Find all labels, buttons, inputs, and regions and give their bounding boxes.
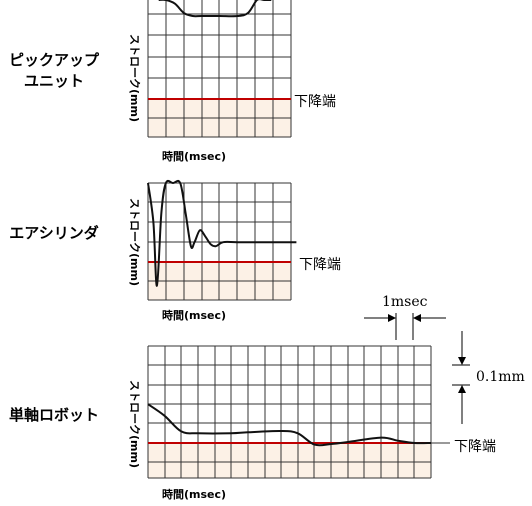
baseline-label-pickup: 下降端 bbox=[294, 94, 336, 110]
row-label-air-cylinder: エアシリンダ bbox=[9, 224, 98, 242]
y-axis-label-air-cylinder: ストローク(mm) bbox=[128, 198, 141, 286]
curve-air-cylinder bbox=[147, 179, 297, 287]
curve-pickup bbox=[158, 0, 272, 18]
row-label-single-axis-robot: 単軸ロボット bbox=[9, 406, 99, 424]
y-axis-label-pickup: ストローク(mm) bbox=[128, 34, 141, 122]
time-scale-annotation bbox=[364, 313, 446, 340]
x-axis-label-air-cylinder: 時間(msec) bbox=[162, 308, 226, 322]
panel-air-cylinder: エアシリンダ ストローク(mm) 下降端 時間(msec) bbox=[9, 179, 341, 322]
y-axis-label-single-axis-robot: ストローク(mm) bbox=[128, 380, 141, 468]
curve-single-axis-robot bbox=[147, 403, 432, 447]
panel-pickup-unit: ピックアップ ユニット ストローク(mm) 下降端 時間(msec) bbox=[9, 0, 336, 163]
row-label-pickup-line1: ピックアップ bbox=[9, 51, 100, 69]
baseline-label-air-cylinder: 下降端 bbox=[299, 257, 341, 273]
stroke-scale-annotation bbox=[452, 331, 470, 424]
stroke-scale-label: 0.1mm bbox=[476, 369, 525, 385]
x-axis-label-pickup: 時間(msec) bbox=[162, 149, 226, 163]
lower-band-single-axis-robot bbox=[148, 443, 431, 478]
panel-single-axis-robot: 単軸ロボット ストローク(mm) 下降端 時間(msec) 1msec bbox=[9, 294, 525, 501]
row-label-pickup-line2: ユニット bbox=[24, 72, 84, 90]
baseline-label-single-axis-robot: 下降端 bbox=[454, 439, 496, 455]
time-scale-label: 1msec bbox=[382, 294, 428, 310]
x-axis-label-single-axis-robot: 時間(msec) bbox=[162, 487, 226, 501]
